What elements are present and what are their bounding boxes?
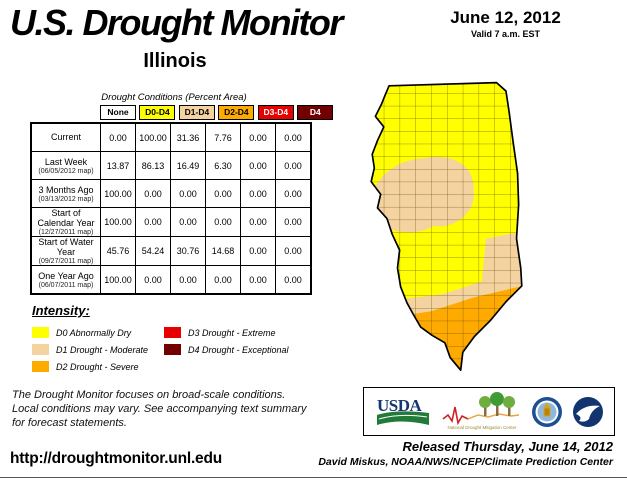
table-cell: 0.00 (240, 236, 276, 266)
d4-swatch (164, 344, 181, 355)
table-row: 3 Months Ago (03/13/2012 map) 100.00 0.00… (30, 179, 312, 208)
d2-swatch (32, 361, 49, 372)
table-cell: 31.36 (170, 122, 206, 152)
usda-logo: USDA (376, 396, 429, 425)
table-title: Drought Conditions (Percent Area) (101, 92, 247, 103)
table-cell: 100.00 (100, 265, 136, 295)
table-row: Current 0.00 100.00 31.36 7.76 0.00 0.00 (30, 122, 312, 152)
column-header-d1d4: D1-D4 (178, 105, 215, 120)
date-block: June 12, 2012 Valid 7 a.m. EST (433, 8, 578, 39)
page-title: U.S. Drought Monitor (10, 2, 343, 43)
table-cell: 0.00 (275, 236, 312, 266)
row-label: Start of Calendar Year (12/27/2011 map) (30, 207, 101, 237)
table-cell: 0.00 (135, 207, 171, 237)
table-cell: 54.24 (135, 236, 171, 266)
d0-swatch (32, 327, 49, 338)
table-cell: 100.00 (100, 207, 136, 237)
table-cell: 100.00 (135, 122, 171, 152)
column-header-none: None (100, 105, 136, 120)
released-date: Released Thursday, June 14, 2012 (402, 439, 613, 454)
d3-swatch (164, 327, 181, 338)
table-cell: 0.00 (135, 265, 171, 295)
legend-item-d0: D0 Abnormally Dry (32, 324, 164, 341)
noaa-logo (573, 396, 604, 427)
table-cell: 16.49 (170, 151, 206, 180)
table-cell: 0.00 (275, 151, 312, 180)
table-cell: 0.00 (205, 265, 241, 295)
row-label: Last Week (06/05/2012 map) (30, 151, 101, 180)
valid-time: Valid 7 a.m. EST (470, 29, 541, 39)
table-header-row: None D0-D4 D1-D4 D2-D4 D3-D4 D4 (100, 105, 334, 120)
ndmc-logo: National Drought Mitigation Center (442, 391, 520, 430)
column-header-d2d4: D2-D4 (218, 105, 255, 120)
table-cell: 86.13 (135, 151, 171, 180)
table-cell: 0.00 (170, 207, 206, 237)
svg-text:National Drought Mitigation Ce: National Drought Mitigation Center (448, 425, 518, 430)
table-cell: 30.76 (170, 236, 206, 266)
illinois-drought-map (370, 81, 523, 372)
table-cell: 0.00 (275, 122, 312, 152)
bottom-divider (0, 477, 627, 478)
table-cell: 0.00 (100, 122, 136, 152)
table-cell: 0.00 (170, 265, 206, 295)
table-cell: 14.68 (205, 236, 241, 266)
table-cell: 0.00 (240, 265, 276, 295)
disclaimer-text: The Drought Monitor focuses on broad-sca… (12, 389, 307, 429)
table-cell: 7.76 (205, 122, 241, 152)
table-cell: 0.00 (205, 179, 241, 208)
column-header-d0d4: D0-D4 (139, 105, 176, 120)
legend-item-d2: D2 Drought - Severe (32, 358, 164, 375)
table-row: Start of Water Year (09/27/2011 map) 45.7… (30, 236, 312, 266)
drought-table: Current 0.00 100.00 31.36 7.76 0.00 0.00… (30, 122, 312, 295)
column-header-d4: D4 (297, 105, 334, 120)
table-row: One Year Ago (06/07/2011 map) 100.00 0.00… (30, 265, 312, 295)
map-county-lines (371, 82, 522, 371)
legend-item-d1: D1 Drought - Moderate (32, 341, 164, 358)
row-label: 3 Months Ago (03/13/2012 map) (30, 179, 101, 208)
legend-title: Intensity: (32, 303, 90, 318)
table-cell: 0.00 (135, 179, 171, 208)
commerce-seal-icon (531, 396, 562, 427)
author-credit: David Miskus, NOAA/NWS/NCEP/Climate Pred… (318, 456, 613, 468)
state-name: Illinois (143, 50, 207, 72)
d1-swatch (32, 344, 49, 355)
table-cell: 0.00 (240, 207, 276, 237)
table-cell: 0.00 (275, 179, 312, 208)
report-date: June 12, 2012 (450, 8, 561, 27)
row-label: Current (30, 122, 101, 152)
table-cell: 6.30 (205, 151, 241, 180)
table-row: Last Week (06/05/2012 map) 13.87 86.13 16… (30, 151, 312, 180)
table-cell: 0.00 (170, 179, 206, 208)
table-row: Start of Calendar Year (12/27/2011 map) 1… (30, 207, 312, 237)
table-cell: 0.00 (240, 151, 276, 180)
legend-item-d4: D4 Drought - Exceptional (164, 341, 289, 358)
table-cell: 45.76 (100, 236, 136, 266)
table-cell: 0.00 (205, 207, 241, 237)
table-cell: 0.00 (275, 265, 312, 295)
row-label: Start of Water Year (09/27/2011 map) (30, 236, 101, 266)
row-label: One Year Ago (06/07/2011 map) (30, 265, 101, 295)
table-cell: 0.00 (240, 179, 276, 208)
legend-item-d3: D3 Drought - Extreme (164, 324, 289, 341)
svg-text:USDA: USDA (377, 396, 423, 415)
intensity-legend: Intensity: D0 Abnormally Dry D1 Drought … (32, 303, 289, 375)
table-cell: 100.00 (100, 179, 136, 208)
column-header-d3d4: D3-D4 (257, 105, 294, 120)
table-cell: 13.87 (100, 151, 136, 180)
agency-logo-box: USDA National Drought Mitigation Center (363, 387, 615, 436)
drought-monitor-url[interactable]: http://droughtmonitor.unl.edu (10, 450, 223, 467)
table-cell: 0.00 (240, 122, 276, 152)
table-cell: 0.00 (275, 207, 312, 237)
state-outline (370, 81, 523, 372)
